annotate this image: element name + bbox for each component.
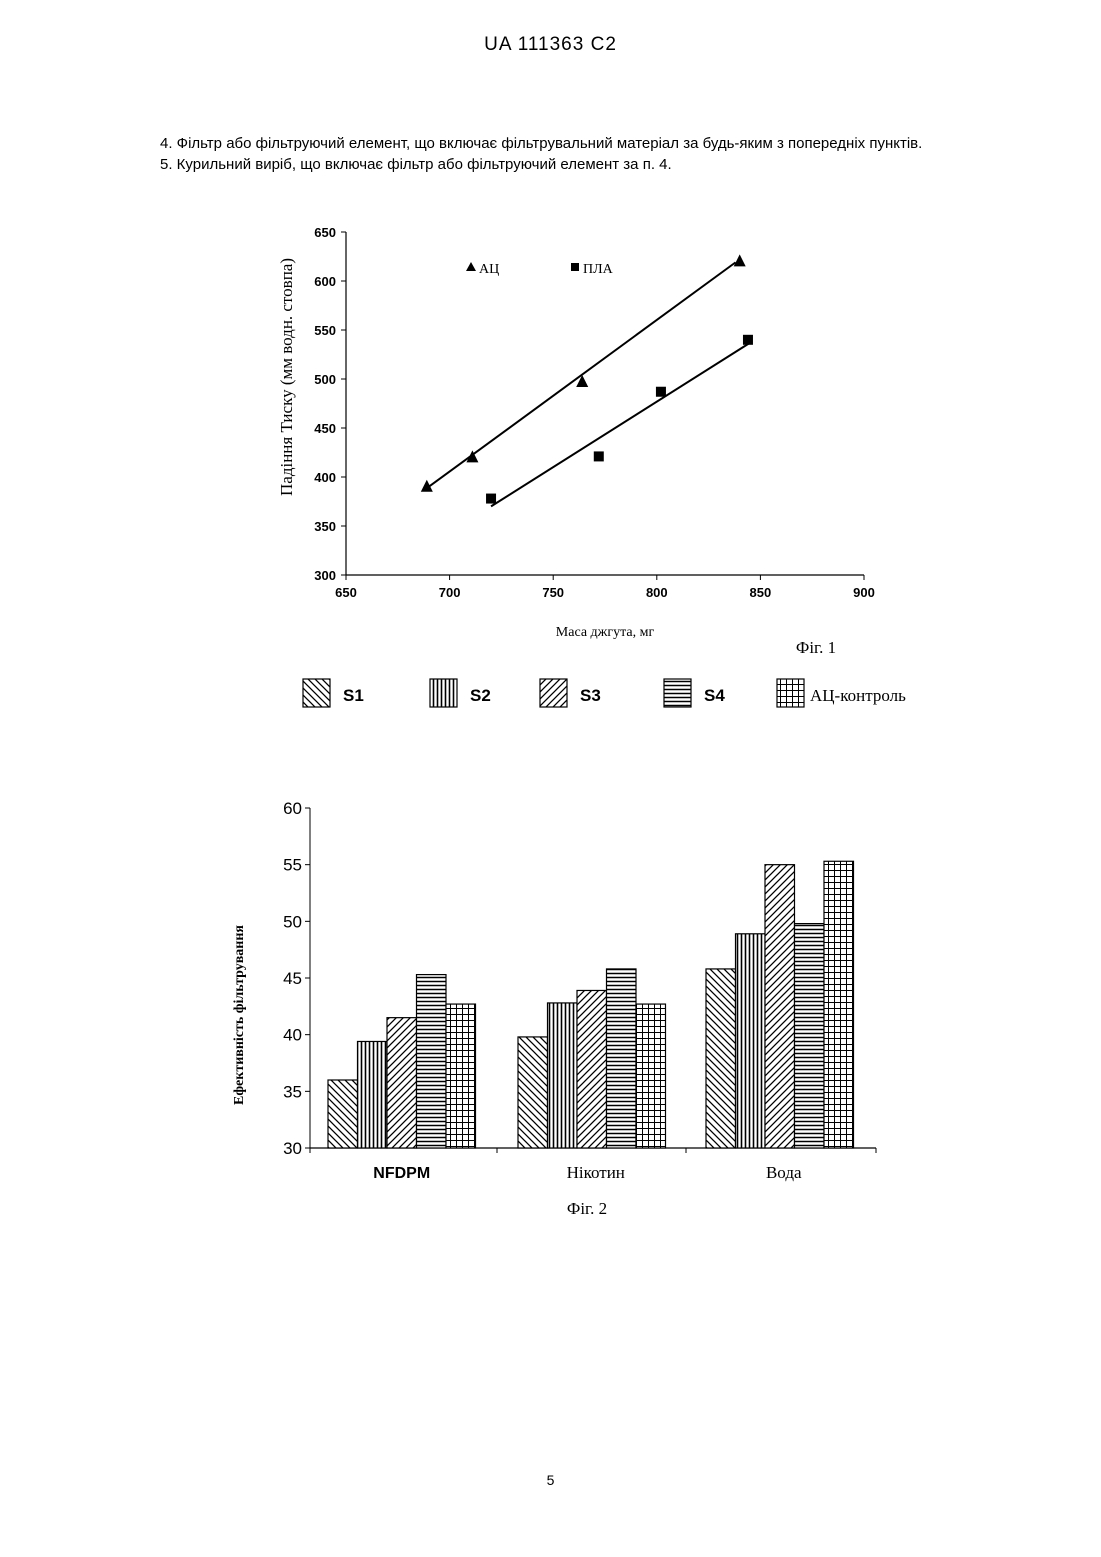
y-tick-label: 40 bbox=[283, 1026, 302, 1045]
y-tick-label: 500 bbox=[314, 372, 336, 387]
page-number: 5 bbox=[0, 1472, 1101, 1488]
category-label: Нікотин bbox=[567, 1163, 625, 1182]
y-tick-label: 60 bbox=[283, 799, 302, 818]
legend-label-1: S1 bbox=[343, 686, 364, 705]
bar-NFDPM-S3 bbox=[387, 1018, 417, 1148]
x-axis-title: Маса джгута, мг bbox=[556, 625, 655, 640]
bar-Нікотин-S4 bbox=[607, 969, 637, 1148]
y-tick-label: 650 bbox=[314, 225, 336, 240]
data-point bbox=[734, 254, 746, 266]
bar-Вода-АЦ-контроль bbox=[824, 861, 854, 1148]
figure-1-scatter-chart: 300 350 400 450 500 550 600 650 650 700 750 800 850 9… bbox=[277, 225, 875, 657]
y-tick-label: 50 bbox=[283, 912, 302, 931]
bar-Нікотин-S2 bbox=[548, 1003, 578, 1148]
legend-label-2: S2 bbox=[470, 686, 491, 705]
data-point bbox=[656, 387, 666, 397]
trendline-pla bbox=[491, 343, 750, 507]
legend-swatch-5 bbox=[777, 679, 804, 707]
legend-label: ПЛА bbox=[583, 262, 614, 277]
y-tick-label: 45 bbox=[283, 969, 302, 988]
bar-Вода-S4 bbox=[795, 924, 825, 1148]
bar-Нікотин-S3 bbox=[577, 990, 607, 1148]
legend-swatch-3 bbox=[540, 679, 567, 707]
bar-NFDPM-S1 bbox=[328, 1080, 358, 1148]
x-tick-label: 650 bbox=[335, 585, 357, 600]
y-tick-label: 35 bbox=[283, 1082, 302, 1101]
y-tick-label: 55 bbox=[283, 856, 302, 875]
legend-triangle-icon bbox=[466, 262, 476, 271]
x-tick-label: 800 bbox=[646, 585, 668, 600]
category-label: NFDPM bbox=[373, 1165, 430, 1182]
figure-2-legend: S1 S2 S3 S4 АЦ-контроль bbox=[303, 679, 906, 707]
bar-Вода-S3 bbox=[765, 865, 795, 1148]
x-tick-label: 850 bbox=[750, 585, 772, 600]
x-tick-label: 900 bbox=[853, 585, 875, 600]
bar-Нікотин-АЦ-контроль bbox=[636, 1004, 666, 1148]
legend-label-3: S3 bbox=[580, 686, 601, 705]
data-point bbox=[743, 335, 753, 345]
y-tick-label: 450 bbox=[314, 421, 336, 436]
y-axis-title: Падіння Тиску (мм водн. стовпа) bbox=[277, 258, 296, 496]
bar-Вода-S2 bbox=[736, 934, 766, 1148]
bar-NFDPM-S2 bbox=[358, 1041, 388, 1148]
figure-2-caption: Фіг. 2 bbox=[567, 1199, 607, 1218]
legend-square-icon bbox=[571, 263, 579, 271]
y-tick-label: 30 bbox=[283, 1139, 302, 1158]
legend-label-4: S4 bbox=[704, 686, 725, 705]
legend-label-5: АЦ-контроль bbox=[810, 686, 906, 705]
bar-Нікотин-S1 bbox=[518, 1037, 548, 1148]
bar-NFDPM-S4 bbox=[417, 975, 447, 1148]
legend-swatch-2 bbox=[430, 679, 457, 707]
y-tick-label: 300 bbox=[314, 568, 336, 583]
bar-Вода-S1 bbox=[706, 969, 736, 1148]
x-tick-label: 700 bbox=[439, 585, 461, 600]
bar-NFDPM-АЦ-контроль bbox=[446, 1004, 476, 1148]
figure-1-caption: Фіг. 1 bbox=[796, 638, 836, 657]
y-tick-label: 550 bbox=[314, 323, 336, 338]
data-point bbox=[486, 494, 496, 504]
data-point bbox=[594, 451, 604, 461]
legend-swatch-1 bbox=[303, 679, 330, 707]
y-tick-label: 600 bbox=[314, 274, 336, 289]
legend-swatch-4 bbox=[664, 679, 691, 707]
y-tick-label: 400 bbox=[314, 470, 336, 485]
figure-2-bar-chart: 30 35 40 45 50 55 60 NFDPM Нікотин Вода Ефективніс… bbox=[232, 799, 876, 1218]
category-label: Вода bbox=[766, 1163, 802, 1182]
y-axis-title: Ефективність фільтрування bbox=[232, 925, 247, 1105]
x-tick-label: 750 bbox=[542, 585, 564, 600]
y-tick-label: 350 bbox=[314, 519, 336, 534]
legend-label: АЦ bbox=[479, 262, 499, 277]
